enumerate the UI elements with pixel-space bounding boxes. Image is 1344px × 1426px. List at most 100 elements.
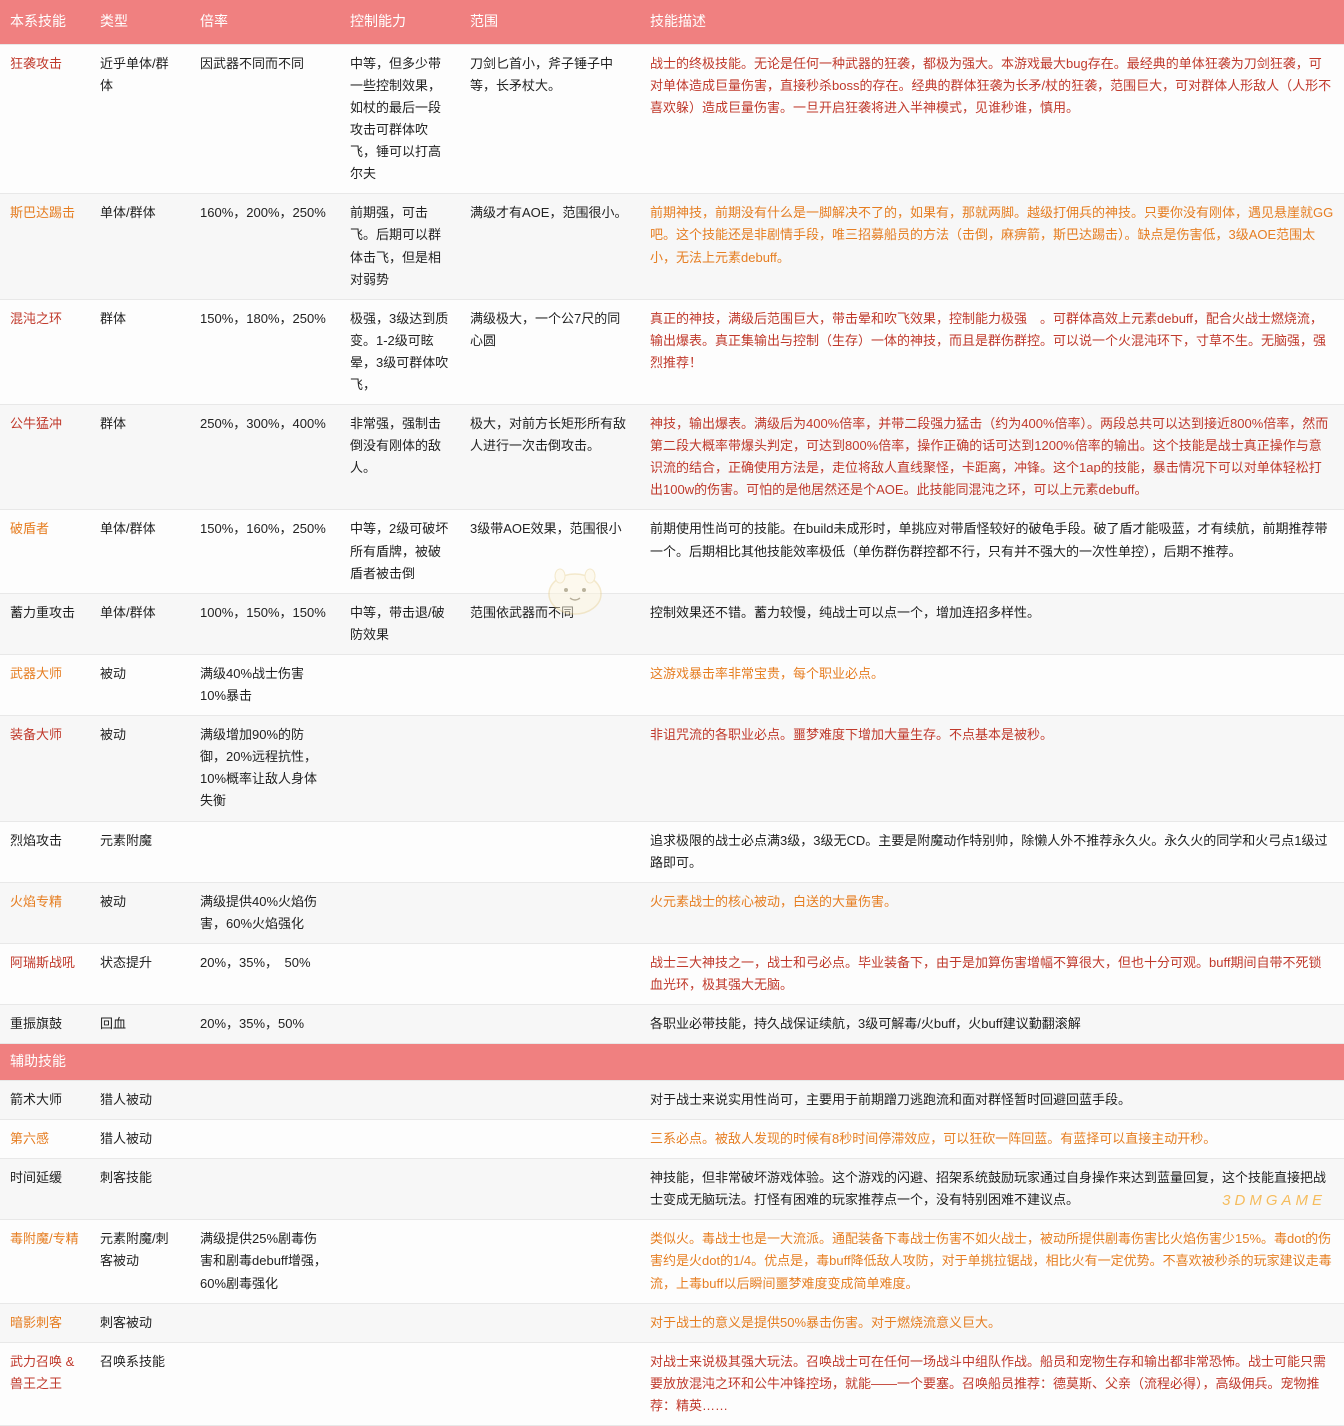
header-control: 控制能力 <box>340 0 460 44</box>
table-row: 第六感猎人被动三系必点。被敌人发现的时候有8秒时间停滞效应，可以狂砍一阵回蓝。有… <box>0 1120 1344 1159</box>
cell-name: 公牛猛冲 <box>0 405 90 510</box>
cell-desc: 战士三大神技之一，战士和弓必点。毕业装备下，由于是加算伤害增幅不算很大，但也十分… <box>640 943 1344 1004</box>
cell-range: 满级才有AOE，范围很小。 <box>460 194 640 299</box>
cell-desc: 类似火。毒战士也是一大流派。通配装备下毒战士伤害不如火战士，被动所提供剧毒伤害比… <box>640 1220 1344 1303</box>
cell-type: 单体/群体 <box>90 593 190 654</box>
cell-desc: 前期使用性尚可的技能。在build未成形时，单挑应对带盾怪较好的破龟手段。破了盾… <box>640 510 1344 593</box>
cell-desc: 战士的终极技能。无论是任何一种武器的狂袭，都极为强大。本游戏最大bug存在。最经… <box>640 44 1344 194</box>
cell-type: 刺客技能 <box>90 1159 190 1220</box>
cell-rate: 20%，35%， 50% <box>190 943 340 1004</box>
table-row: 公牛猛冲群体250%，300%，400%非常强，强制击倒没有刚体的敌人。极大，对… <box>0 405 1344 510</box>
table-row: 蓄力重攻击单体/群体100%，150%，150%中等，带击退/破防效果范围依武器… <box>0 593 1344 654</box>
header-desc: 技能描述 <box>640 0 1344 44</box>
cell-ctrl: 前期强，可击飞。后期可以群体击飞，但是相对弱势 <box>340 194 460 299</box>
cell-desc: 非诅咒流的各职业必点。噩梦难度下增加大量生存。不点基本是被秒。 <box>640 716 1344 821</box>
cell-rate <box>190 821 340 882</box>
table-row: 狂袭攻击近乎单体/群体因武器不同而不同中等，但多少带一些控制效果，如杖的最后一段… <box>0 44 1344 194</box>
cell-rate: 100%，150%，150% <box>190 593 340 654</box>
skills-table: 本系技能 类型 倍率 控制能力 范围 技能描述 狂袭攻击近乎单体/群体因武器不同… <box>0 0 1344 1426</box>
cell-range: 极大，对前方长矩形所有敌人进行一次击倒攻击。 <box>460 405 640 510</box>
table-row: 箭术大师猎人被动对于战士来说实用性尚可，主要用于前期蹭刀逃跑流和面对群怪暂时回避… <box>0 1080 1344 1119</box>
table-row: 混沌之环群体150%，180%，250%极强，3级达到质变。1-2级可眩晕，3级… <box>0 299 1344 404</box>
cell-range <box>460 1303 640 1342</box>
cell-desc: 这游戏暴击率非常宝贵，每个职业必点。 <box>640 654 1344 715</box>
cell-name: 蓄力重攻击 <box>0 593 90 654</box>
cell-name: 武器大师 <box>0 654 90 715</box>
cell-rate: 250%，300%，400% <box>190 405 340 510</box>
cell-ctrl <box>340 1220 460 1303</box>
cell-desc: 对战士来说极其强大玩法。召唤战士可在任何一场战斗中组队作战。船员和宠物生存和输出… <box>640 1342 1344 1425</box>
cell-rate: 150%，160%，250% <box>190 510 340 593</box>
cell-ctrl <box>340 1005 460 1044</box>
cell-rate: 满级提供25%剧毒伤害和剧毒debuff增强，60%剧毒强化 <box>190 1220 340 1303</box>
cell-range: 3级带AOE效果，范围很小 <box>460 510 640 593</box>
cell-type: 被动 <box>90 716 190 821</box>
cell-type: 猎人被动 <box>90 1120 190 1159</box>
cell-ctrl: 非常强，强制击倒没有刚体的敌人。 <box>340 405 460 510</box>
cell-name: 斯巴达踢击 <box>0 194 90 299</box>
cell-desc: 神技能，但非常破坏游戏体验。这个游戏的闪避、招架系统鼓励玩家通过自身操作来达到蓝… <box>640 1159 1344 1220</box>
cell-ctrl <box>340 943 460 1004</box>
cell-name: 毒附魔/专精 <box>0 1220 90 1303</box>
cell-desc: 对于战士的意义是提供50%暴击伤害。对于燃烧流意义巨大。 <box>640 1303 1344 1342</box>
table-row: 武器大师被动满级40%战士伤害10%暴击 这游戏暴击率非常宝贵，每个职业必点。 <box>0 654 1344 715</box>
cell-rate <box>190 1080 340 1119</box>
cell-type: 群体 <box>90 299 190 404</box>
cell-name: 狂袭攻击 <box>0 44 90 194</box>
table-row: 斯巴达踢击单体/群体160%，200%，250%前期强，可击飞。后期可以群体击飞… <box>0 194 1344 299</box>
cell-desc: 真正的神技，满级后范围巨大，带击晕和吹飞效果，控制能力极强 。可群体高效上元素d… <box>640 299 1344 404</box>
cell-desc: 前期神技，前期没有什么是一脚解决不了的，如果有，那就两脚。越级打佣兵的神技。只要… <box>640 194 1344 299</box>
cell-rate <box>190 1303 340 1342</box>
cell-name: 烈焰攻击 <box>0 821 90 882</box>
cell-desc: 三系必点。被敌人发现的时候有8秒时间停滞效应，可以狂砍一阵回蓝。有蓝择可以直接主… <box>640 1120 1344 1159</box>
cell-desc: 追求极限的战士必点满3级，3级无CD。主要是附魔动作特别帅，除懒人外不推荐永久火… <box>640 821 1344 882</box>
cell-name: 火焰专精 <box>0 882 90 943</box>
cell-range <box>460 882 640 943</box>
table-row: 火焰专精被动满级提供40%火焰伤害，60%火焰强化火元素战士的核心被动，白送的大… <box>0 882 1344 943</box>
cell-rate: 20%，35%，50% <box>190 1005 340 1044</box>
cell-type: 群体 <box>90 405 190 510</box>
table-row: 武力召唤 & 兽王之王召唤系技能对战士来说极其强大玩法。召唤战士可在任何一场战斗… <box>0 1342 1344 1425</box>
cell-range <box>460 716 640 821</box>
cell-ctrl: 中等，2级可破坏所有盾牌，被破盾者被击倒 <box>340 510 460 593</box>
cell-rate: 满级提供40%火焰伤害，60%火焰强化 <box>190 882 340 943</box>
table-row: 时间延缓刺客技能神技能，但非常破坏游戏体验。这个游戏的闪避、招架系统鼓励玩家通过… <box>0 1159 1344 1220</box>
cell-type: 单体/群体 <box>90 510 190 593</box>
cell-rate: 160%，200%，250% <box>190 194 340 299</box>
cell-range <box>460 1159 640 1220</box>
cell-type: 被动 <box>90 882 190 943</box>
cell-ctrl <box>340 1159 460 1220</box>
cell-type: 被动 <box>90 654 190 715</box>
cell-type: 回血 <box>90 1005 190 1044</box>
cell-desc: 各职业必带技能，持久战保证续航，3级可解毒/火buff，火buff建议勤翻滚解 <box>640 1005 1344 1044</box>
cell-ctrl <box>340 1303 460 1342</box>
cell-type: 近乎单体/群体 <box>90 44 190 194</box>
cell-rate: 满级增加90%的防御，20%远程抗性，10%概率让敌人身体失衡 <box>190 716 340 821</box>
table-row: 装备大师被动满级增加90%的防御，20%远程抗性，10%概率让敌人身体失衡非诅咒… <box>0 716 1344 821</box>
cell-range <box>460 943 640 1004</box>
cell-name: 阿瑞斯战吼 <box>0 943 90 1004</box>
cell-ctrl: 中等，带击退/破防效果 <box>340 593 460 654</box>
cell-type: 刺客被动 <box>90 1303 190 1342</box>
cell-rate: 150%，180%，250% <box>190 299 340 404</box>
cell-ctrl <box>340 1342 460 1425</box>
cell-name: 重振旗鼓 <box>0 1005 90 1044</box>
cell-type: 猎人被动 <box>90 1080 190 1119</box>
cell-range <box>460 821 640 882</box>
section-header-aux: 辅助技能 <box>0 1044 1344 1081</box>
cell-desc: 控制效果还不错。蓄力较慢，纯战士可以点一个，增加连招多样性。 <box>640 593 1344 654</box>
cell-ctrl: 中等，但多少带一些控制效果，如杖的最后一段攻击可群体吹飞，锤可以打高尔夫 <box>340 44 460 194</box>
cell-rate <box>190 1342 340 1425</box>
cell-ctrl <box>340 1120 460 1159</box>
cell-type: 元素附魔/刺客被动 <box>90 1220 190 1303</box>
cell-name: 箭术大师 <box>0 1080 90 1119</box>
cell-range <box>460 654 640 715</box>
table-row: 破盾者单体/群体150%，160%，250%中等，2级可破坏所有盾牌，被破盾者被… <box>0 510 1344 593</box>
table-row: 烈焰攻击元素附魔追求极限的战士必点满3级，3级无CD。主要是附魔动作特别帅，除懒… <box>0 821 1344 882</box>
cell-rate: 满级40%战士伤害10%暴击 <box>190 654 340 715</box>
cell-ctrl <box>340 821 460 882</box>
cell-range: 刀剑匕首小，斧子锤子中等，长矛杖大。 <box>460 44 640 194</box>
cell-rate: 因武器不同而不同 <box>190 44 340 194</box>
cell-desc: 神技，输出爆表。满级后为400%倍率，并带二段强力猛击（约为400%倍率）。两段… <box>640 405 1344 510</box>
header-type: 类型 <box>90 0 190 44</box>
